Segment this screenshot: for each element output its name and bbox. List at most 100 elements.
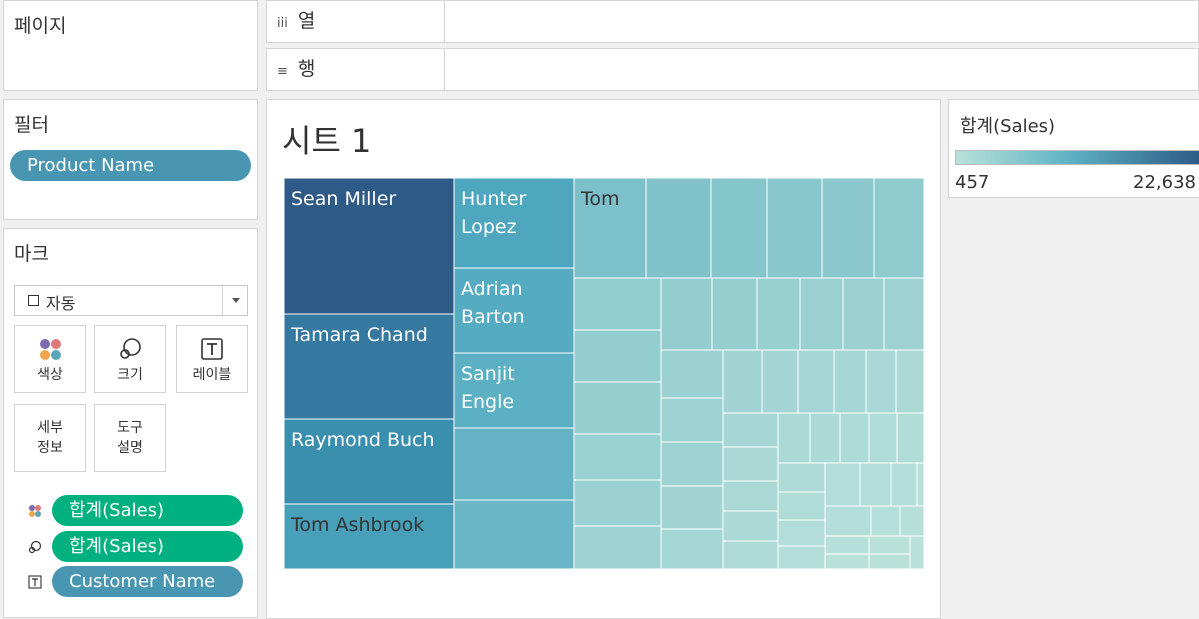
- treemap-cell[interactable]: [868, 535, 911, 555]
- treemap-cell[interactable]: [453, 267, 575, 354]
- filter-pill-product-name[interactable]: Product Name: [10, 150, 251, 181]
- detail-button[interactable]: 세부 정보: [14, 404, 86, 472]
- treemap-cell[interactable]: [660, 485, 724, 530]
- treemap-cell[interactable]: [824, 553, 870, 569]
- treemap-cell[interactable]: [842, 277, 885, 351]
- rows-shelf[interactable]: ≡ 행: [266, 48, 1199, 91]
- treemap-cell[interactable]: [284, 503, 455, 569]
- treemap-cell[interactable]: [453, 499, 575, 569]
- treemap-cell[interactable]: [453, 352, 575, 429]
- tooltip-button-label: 도구 설명: [117, 420, 143, 456]
- treemap-cell[interactable]: [899, 505, 924, 537]
- treemap-cell[interactable]: [660, 277, 713, 351]
- rows-icon: ≡: [277, 64, 288, 79]
- legend-min-label: 457: [955, 172, 990, 193]
- treemap-cell[interactable]: [824, 505, 872, 537]
- treemap-cell[interactable]: [573, 277, 662, 331]
- treemap-cell[interactable]: [896, 412, 924, 464]
- tooltip-button[interactable]: 도구 설명: [94, 404, 166, 472]
- size-button-label: 크기: [117, 367, 143, 383]
- treemap-cell[interactable]: [833, 349, 867, 414]
- treemap-cell[interactable]: [722, 480, 779, 512]
- treemap-cell[interactable]: [453, 178, 575, 269]
- color-icon: [15, 336, 85, 362]
- treemap-cell[interactable]: [824, 462, 861, 507]
- mark-type-dropdown[interactable]: 자동: [14, 285, 248, 316]
- treemap-cell[interactable]: [722, 349, 763, 414]
- treemap-cell[interactable]: [722, 510, 779, 542]
- columns-shelf-label: iii 열: [267, 1, 445, 42]
- treemap-cell[interactable]: [777, 491, 826, 521]
- treemap-cell[interactable]: [865, 349, 897, 414]
- treemap-cell[interactable]: [766, 178, 823, 279]
- treemap-cell[interactable]: [859, 462, 892, 507]
- treemap-cell[interactable]: [868, 412, 898, 464]
- treemap-cell[interactable]: [797, 349, 835, 414]
- treemap-cell[interactable]: [777, 412, 811, 464]
- treemap-cell[interactable]: [284, 418, 455, 505]
- treemap-cell-label: Tom Ashbrook: [290, 514, 424, 536]
- treemap-cell[interactable]: [777, 462, 826, 493]
- legend-title: 합계(Sales): [960, 116, 1056, 137]
- treemap-cell[interactable]: [710, 178, 768, 279]
- size-field-pill[interactable]: 합계(Sales): [52, 531, 243, 562]
- color-legend: 합계(Sales) 457 22,638: [948, 99, 1199, 198]
- columns-icon: iii: [277, 16, 288, 31]
- treemap-cell[interactable]: [799, 277, 844, 351]
- treemap-cell[interactable]: [573, 479, 662, 527]
- treemap-cell[interactable]: [722, 412, 779, 448]
- treemap-cell[interactable]: [761, 349, 799, 414]
- treemap-cell[interactable]: [895, 349, 924, 414]
- square-icon: [28, 295, 39, 306]
- label-field-pill[interactable]: Customer Name: [52, 566, 243, 597]
- treemap-cell[interactable]: [868, 553, 911, 569]
- treemap-cell[interactable]: [916, 462, 924, 507]
- treemap-cell[interactable]: [660, 528, 724, 569]
- treemap-cell[interactable]: [573, 525, 662, 569]
- treemap-cell[interactable]: [284, 178, 455, 315]
- treemap-cell[interactable]: [821, 178, 875, 279]
- treemap-cell[interactable]: [873, 178, 924, 279]
- treemap-cell[interactable]: [870, 505, 901, 537]
- treemap-cell-label: Sean Miller: [291, 188, 396, 210]
- treemap-cell[interactable]: [722, 446, 779, 482]
- treemap-cell[interactable]: [809, 412, 841, 464]
- treemap-cell-label: Barton: [461, 306, 525, 328]
- treemap-cell-label: Raymond Buch: [291, 429, 435, 451]
- treemap-cell[interactable]: [909, 535, 924, 569]
- treemap-cell[interactable]: [711, 277, 758, 351]
- treemap-cell[interactable]: [777, 545, 826, 569]
- treemap-cell-label: Tamara Chand: [290, 324, 428, 346]
- treemap-cell[interactable]: [453, 427, 575, 501]
- treemap-cell[interactable]: [645, 178, 712, 279]
- treemap-cell-label: Adrian: [461, 278, 523, 300]
- sheet-title: 시트 1: [282, 122, 372, 160]
- color-icon: [28, 503, 42, 522]
- treemap-cell[interactable]: [284, 313, 455, 420]
- treemap-cell[interactable]: [883, 277, 924, 351]
- treemap-cell[interactable]: [573, 329, 662, 383]
- treemap-cell[interactable]: [824, 535, 870, 555]
- treemap-chart: Sean Miller Tamara Chand Raymond Buch Tom A…: [284, 178, 924, 569]
- label-button[interactable]: 레이블: [176, 325, 248, 393]
- treemap-cell[interactable]: [573, 381, 662, 435]
- color-field-pill[interactable]: 합계(Sales): [52, 495, 243, 526]
- treemap-cell[interactable]: [660, 441, 724, 487]
- treemap-cell-label: Lopez: [461, 216, 517, 238]
- treemap-cell[interactable]: [660, 349, 724, 399]
- treemap-cell[interactable]: [777, 519, 826, 547]
- treemap-cell[interactable]: [722, 540, 779, 569]
- pages-panel-title: 페이지: [14, 15, 67, 37]
- size-icon: [95, 336, 165, 362]
- treemap-cell[interactable]: [573, 178, 647, 279]
- size-button[interactable]: 크기: [94, 325, 166, 393]
- columns-shelf[interactable]: iii 열: [266, 0, 1199, 43]
- treemap-cell[interactable]: [573, 433, 662, 481]
- treemap-cell[interactable]: [756, 277, 801, 351]
- treemap-cell[interactable]: [660, 397, 724, 443]
- treemap-cell-label: Tom: [580, 188, 620, 210]
- filters-panel: 필터 Product Name: [3, 99, 258, 220]
- treemap-cell[interactable]: [890, 462, 918, 507]
- treemap-cell[interactable]: [839, 412, 870, 464]
- color-button[interactable]: 색상: [14, 325, 86, 393]
